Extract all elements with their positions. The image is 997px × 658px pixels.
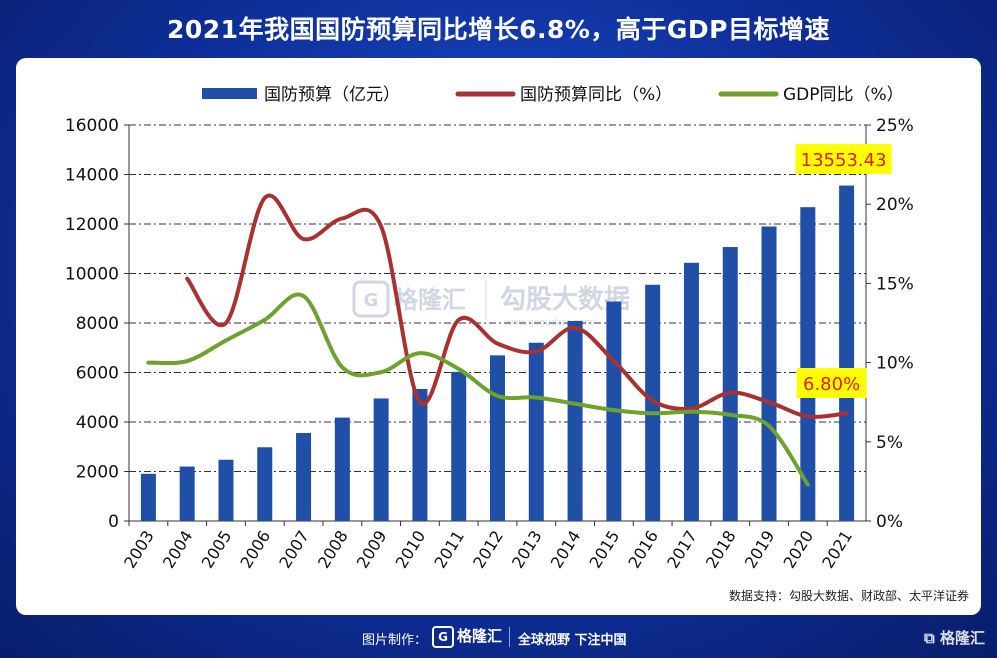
x-tick-label: 2009 — [353, 527, 391, 572]
y-tick-label-right: 10% — [876, 354, 914, 374]
y-tick-label-left: 4000 — [76, 413, 119, 433]
x-tick-label: 2010 — [392, 527, 430, 572]
bar-series — [140, 185, 855, 522]
y-tick-label-right: 20% — [876, 195, 914, 215]
x-tick-label: 2011 — [430, 527, 468, 572]
bar-2020 — [800, 207, 816, 522]
y-tick-label-left: 16000 — [65, 116, 119, 136]
legend-label-0: 国防预算（亿元） — [264, 85, 400, 105]
annotation-budget: 13553.43 — [801, 150, 887, 171]
footer-slogan: 全球视野 下注中国 — [518, 633, 627, 648]
legend: 国防预算（亿元） 国防预算同比（%） GDP同比（%） — [202, 85, 904, 105]
footer-label: 图片制作： — [362, 633, 428, 648]
x-tick-label: 2006 — [236, 527, 274, 572]
y-tick-label-right: 0% — [876, 512, 903, 532]
corner-logo-text: 格隆汇 — [939, 629, 985, 647]
source-note: 数据支持：勾股大数据、财政部、太平洋证券 — [729, 588, 969, 603]
x-tick-label: 2018 — [702, 527, 740, 572]
watermark-url: www.gogudata.com — [504, 318, 593, 328]
bar-2006 — [257, 447, 273, 521]
watermark-logo-glyph: G — [364, 290, 379, 311]
bar-2011 — [451, 371, 467, 521]
x-tick-label: 2014 — [547, 527, 585, 572]
corner-logo-icon: ⧉ — [924, 629, 935, 647]
line-budget-growth — [185, 193, 849, 419]
footer: 图片制作： G 格隆汇 全球视野 下注中国 ⧉ 格隆汇 — [0, 625, 997, 653]
bar-2007 — [296, 433, 312, 521]
footer-logo-text: 格隆汇 — [457, 627, 503, 645]
watermark-brand: 格隆汇 — [394, 286, 466, 314]
x-tick-label: 2008 — [314, 527, 352, 572]
bar-2010 — [412, 389, 428, 521]
bar-2017 — [683, 262, 699, 521]
x-tick-label: 2015 — [586, 527, 624, 572]
line-gdp-growth — [146, 292, 810, 487]
y-tick-label-left: 10000 — [65, 265, 119, 285]
bar-2013 — [528, 342, 544, 521]
annotation-box-budget — [795, 144, 892, 174]
chart-card: G 格隆汇 勾股大数据 www.gogudata.com 0 2000 4000 60… — [16, 58, 981, 615]
bar-2005 — [218, 459, 234, 521]
annotation-box-growth — [796, 368, 867, 398]
bar-2014 — [567, 320, 583, 521]
y-tick-label-right: 15% — [876, 274, 914, 294]
y-tick-label-left: 0 — [108, 512, 119, 532]
x-tick-label: 2020 — [780, 527, 818, 572]
y-tick-label-left: 14000 — [65, 166, 119, 186]
legend-label-1: 国防预算同比（%） — [520, 85, 672, 105]
corner-logo: ⧉ 格隆汇 — [924, 627, 985, 648]
line-series — [146, 193, 849, 487]
y-tick-label-left: 2000 — [76, 463, 119, 483]
bar-2003 — [140, 473, 156, 521]
x-tick-label: 2007 — [275, 527, 313, 572]
annotations: 13553.43 6.80% — [795, 144, 892, 398]
chart-svg: G 格隆汇 勾股大数据 www.gogudata.com 02000400060… — [65, 85, 969, 603]
footer-divider — [509, 627, 510, 647]
bar-2004 — [179, 466, 195, 521]
watermark-logo-box — [352, 280, 390, 318]
chart-title: 2021年我国国防预算同比增长6.8%，高于GDP目标增速 — [166, 15, 830, 44]
x-tick-label: 2013 — [508, 527, 546, 572]
bar-2018 — [722, 247, 738, 522]
y-tick-label-left: 8000 — [76, 314, 119, 334]
bar-2009 — [373, 398, 389, 521]
footer-logo-icon: G — [432, 625, 454, 648]
x-tick-label: 2017 — [663, 527, 701, 572]
legend-label-2: GDP同比（%） — [783, 85, 904, 105]
footer-logo: G 格隆汇 — [432, 625, 502, 648]
bar-2021 — [839, 185, 855, 521]
y-tick-label-left: 12000 — [65, 215, 119, 235]
x-tick-label: 2019 — [741, 527, 779, 572]
bar-2012 — [490, 355, 505, 521]
x-tick-label: 2012 — [469, 527, 507, 572]
x-tick-label: 2004 — [159, 527, 197, 572]
bar-2019 — [761, 226, 777, 521]
annotation-growth: 6.80% — [803, 374, 860, 395]
x-tick-label: 2005 — [198, 527, 236, 572]
x-tick-label: 2016 — [624, 527, 662, 572]
legend-swatch-0 — [202, 88, 257, 99]
bar-2008 — [334, 417, 350, 521]
x-tick-label: 2003 — [120, 527, 158, 572]
y-tick-label-right: 25% — [876, 116, 914, 136]
y-tick-label-left: 6000 — [76, 364, 119, 384]
x-tick-label: 2021 — [818, 527, 856, 572]
y-tick-label-right: 5% — [876, 433, 903, 453]
